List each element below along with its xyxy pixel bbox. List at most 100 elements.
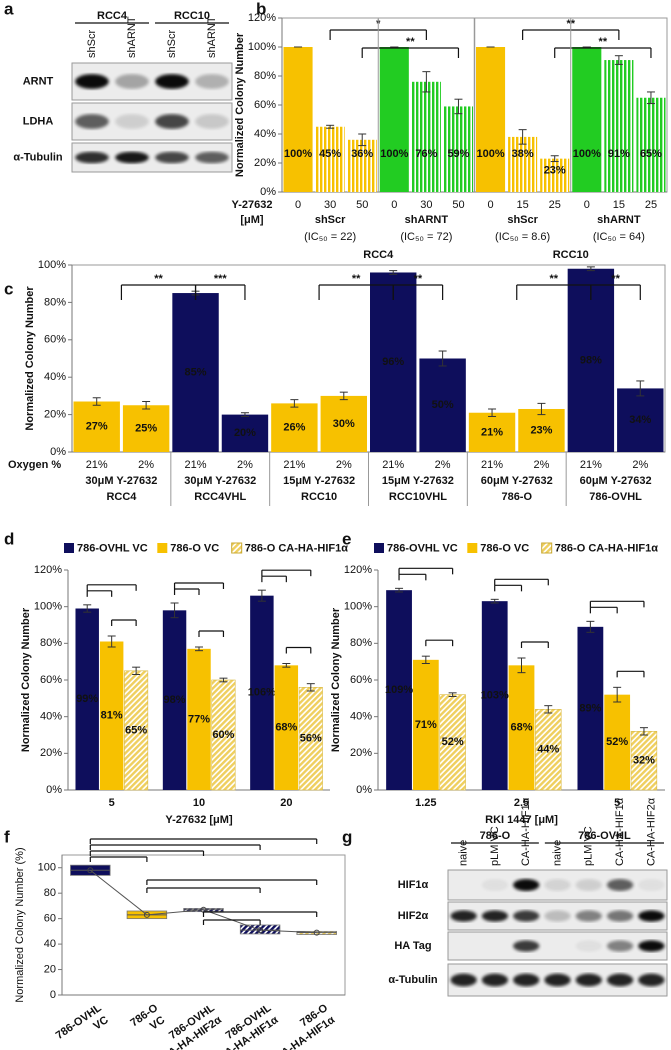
- bar: [274, 665, 299, 790]
- x-tick-label: 15: [517, 199, 529, 211]
- significance-label: **: [550, 273, 559, 285]
- blot-band: [115, 114, 149, 129]
- significance-label: **: [154, 273, 163, 285]
- blot-band: [544, 973, 571, 987]
- blot-band: [638, 879, 665, 891]
- blot-band: [75, 114, 109, 129]
- x-tick-label: 21%: [185, 459, 207, 471]
- bar: [412, 659, 439, 790]
- blot-row-label: LDHA: [23, 115, 54, 127]
- blot-lane-label: naive: [458, 840, 470, 866]
- y-tick-label: 60%: [350, 674, 372, 686]
- y-tick-label: 80%: [44, 296, 66, 308]
- condition-label: 15μM Y-27632: [382, 475, 454, 487]
- blot-band: [450, 910, 477, 922]
- bar: [283, 47, 313, 192]
- y-tick-label: 40%: [40, 711, 62, 723]
- bar: [347, 139, 377, 192]
- blot-lane-label: pLM VC: [489, 826, 501, 866]
- x-tick-label: 2%: [632, 459, 648, 471]
- group-label: shARNT: [597, 214, 641, 226]
- x-tick-label: 0: [487, 199, 493, 211]
- value-label: 109%: [385, 684, 413, 696]
- bar: [572, 47, 602, 192]
- group-label: shScr: [507, 214, 538, 226]
- y-tick-label: 40%: [350, 711, 372, 723]
- legend-swatch: [64, 543, 74, 553]
- value-label: 56%: [300, 733, 322, 745]
- blot-band: [575, 973, 602, 987]
- condition-label: 60μM Y-27632: [481, 475, 553, 487]
- legend-label: 786-OVHL VC: [77, 542, 148, 554]
- blot-row-label: HIF2α: [398, 910, 429, 922]
- significance-label: **: [611, 273, 620, 285]
- y-tick-label: 100%: [248, 41, 276, 53]
- blot-lane-label: shARNT: [126, 16, 138, 58]
- blot-band: [481, 879, 509, 891]
- x-tick-label: 50: [452, 199, 464, 211]
- y-tick-label: 20: [44, 963, 56, 975]
- y-tick-label: 80: [44, 887, 56, 899]
- y-tick-label: 40%: [254, 128, 276, 140]
- y-axis-title: Normalized Colony Number: [234, 32, 246, 177]
- blot-lane-label: naive: [551, 840, 563, 866]
- significance-label: **: [599, 36, 608, 48]
- x-tick-label: 0: [295, 199, 301, 211]
- y-tick-label: 0%: [50, 446, 66, 458]
- x-tick-label: 5: [614, 797, 620, 809]
- legend-swatch: [231, 542, 243, 554]
- value-label: 103%: [481, 689, 509, 701]
- value-label: 85%: [185, 366, 207, 378]
- blot-lane-label: shScr: [86, 30, 98, 58]
- group-note: (IC₅₀ = 64): [593, 231, 645, 243]
- value-label: 65%: [640, 148, 662, 160]
- cell-line-label: RCC10: [553, 249, 589, 261]
- blot-group-label: 786-OVHL: [578, 830, 631, 842]
- y-axis-title: Normalized Colony Number: [330, 607, 342, 752]
- blot-band: [450, 973, 477, 987]
- blot-band: [513, 879, 540, 891]
- blot-band: [513, 973, 540, 987]
- median-line: [89, 869, 317, 934]
- value-label: 76%: [415, 148, 437, 160]
- blot-lane-label: shARNT: [206, 16, 218, 58]
- legend-label: 786-O CA-HA-HIF1α: [245, 542, 349, 554]
- y-tick-label: 0: [50, 989, 56, 1001]
- median-point: [143, 911, 150, 918]
- bar: [508, 136, 538, 192]
- group-note: (IC₅₀ = 22): [304, 231, 356, 243]
- blot-band: [481, 973, 509, 987]
- x-axis-title: Y-27632 [μM]: [165, 814, 233, 826]
- panel-label: c: [4, 279, 13, 298]
- y-tick-label: 20%: [40, 747, 62, 759]
- y-tick-label: 20%: [350, 747, 372, 759]
- condition-label: 60μM Y-27632: [580, 475, 652, 487]
- y-tick-label: 80%: [350, 637, 372, 649]
- blot-lane-label: CA-HA-HIF2α: [645, 797, 657, 866]
- blot-band: [155, 114, 189, 129]
- value-label: 38%: [512, 148, 534, 160]
- y-tick-label: 0%: [260, 186, 276, 198]
- value-label: 32%: [633, 755, 655, 767]
- value-label: 25%: [135, 423, 157, 435]
- cell-line-label: RCC10VHL: [389, 491, 447, 503]
- value-label: 99%: [76, 693, 98, 705]
- cell-line-label: 786-O: [501, 491, 532, 503]
- bar: [577, 626, 604, 790]
- group-note: (IC₅₀ = 8.6): [495, 231, 550, 243]
- blot-band: [575, 879, 602, 891]
- y-tick-label: 80%: [254, 70, 276, 82]
- x-tick-label: 1.25: [415, 797, 436, 809]
- value-label: 23%: [530, 424, 552, 436]
- value-label: 60%: [212, 729, 234, 741]
- bar: [604, 694, 631, 790]
- y-tick-label: 120%: [34, 564, 62, 576]
- y-tick-label: 20%: [254, 157, 276, 169]
- blot-band: [513, 910, 540, 922]
- value-label: 100%: [476, 148, 504, 160]
- legend-swatch: [374, 543, 384, 553]
- median-point: [87, 867, 94, 874]
- blot-band: [575, 910, 602, 922]
- value-label: 20%: [234, 427, 256, 439]
